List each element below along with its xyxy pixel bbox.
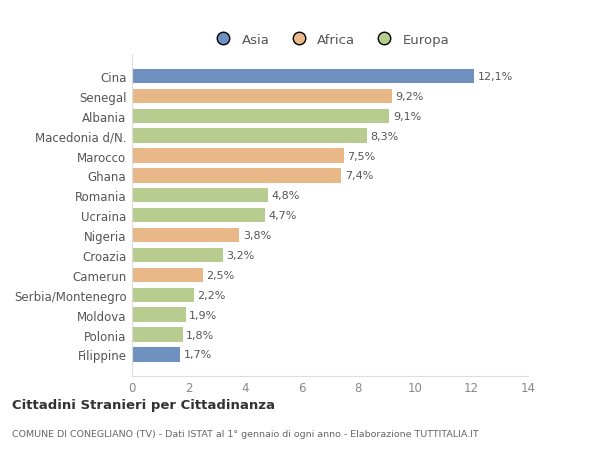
Text: 1,7%: 1,7% xyxy=(184,350,212,359)
Bar xyxy=(132,248,223,263)
Bar xyxy=(132,328,183,342)
Bar xyxy=(132,189,268,203)
Legend: Asia, Africa, Europa: Asia, Africa, Europa xyxy=(206,29,454,50)
Text: 1,8%: 1,8% xyxy=(187,330,215,340)
Bar xyxy=(132,268,203,282)
Text: 9,2%: 9,2% xyxy=(395,92,424,101)
Text: 12,1%: 12,1% xyxy=(478,72,513,82)
Text: 1,9%: 1,9% xyxy=(189,310,217,320)
Text: 8,3%: 8,3% xyxy=(370,131,398,141)
Text: 7,4%: 7,4% xyxy=(345,171,373,181)
Bar xyxy=(132,90,392,104)
Bar xyxy=(132,208,265,223)
Bar xyxy=(132,109,389,123)
Text: 3,2%: 3,2% xyxy=(226,251,254,260)
Bar xyxy=(132,149,344,163)
Text: 2,5%: 2,5% xyxy=(206,270,235,280)
Text: COMUNE DI CONEGLIANO (TV) - Dati ISTAT al 1° gennaio di ogni anno - Elaborazione: COMUNE DI CONEGLIANO (TV) - Dati ISTAT a… xyxy=(12,429,479,438)
Bar xyxy=(132,229,239,243)
Text: 3,8%: 3,8% xyxy=(243,230,271,241)
Text: 4,8%: 4,8% xyxy=(271,191,299,201)
Bar xyxy=(132,129,367,144)
Bar xyxy=(132,347,180,362)
Text: 9,1%: 9,1% xyxy=(393,112,421,122)
Text: 2,2%: 2,2% xyxy=(197,290,226,300)
Bar xyxy=(132,70,474,84)
Text: 7,5%: 7,5% xyxy=(347,151,376,161)
Bar xyxy=(132,308,186,322)
Bar xyxy=(132,169,341,183)
Text: Cittadini Stranieri per Cittadinanza: Cittadini Stranieri per Cittadinanza xyxy=(12,398,275,412)
Bar xyxy=(132,288,194,302)
Text: 4,7%: 4,7% xyxy=(268,211,297,221)
